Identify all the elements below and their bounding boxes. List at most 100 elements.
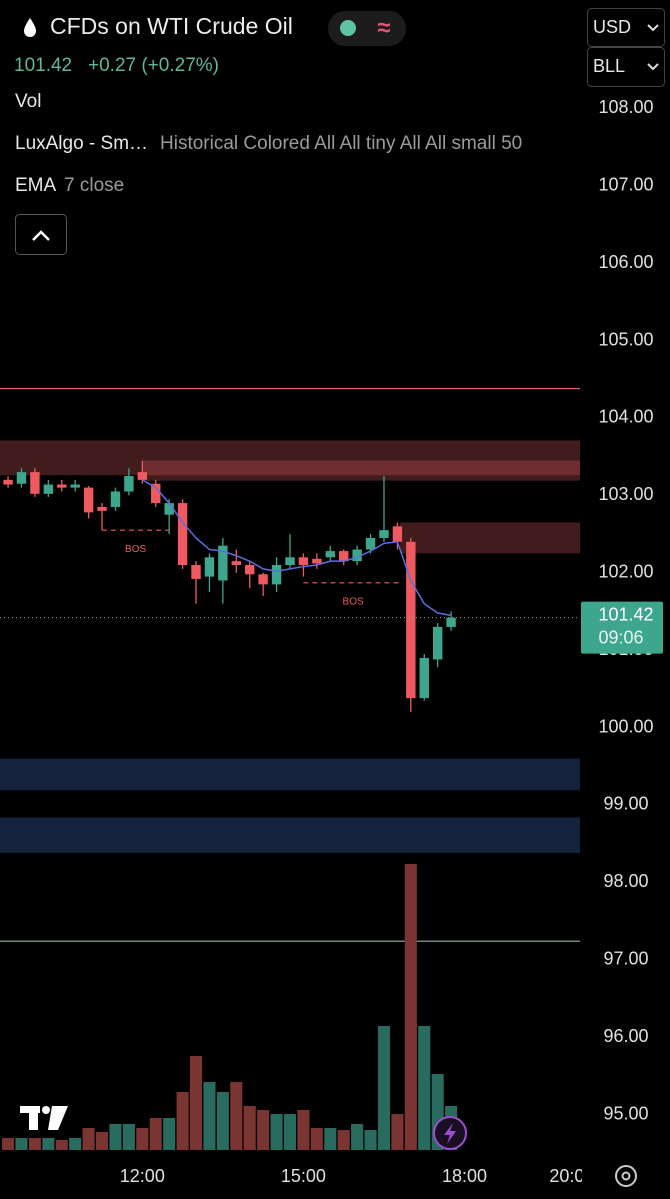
- candle-body: [110, 491, 121, 507]
- header-price: 101.42: [14, 55, 72, 76]
- candle-body: [325, 551, 335, 558]
- volume-bar: [418, 1026, 431, 1150]
- currency: USD: [593, 17, 631, 37]
- volume-bar: [122, 1124, 135, 1150]
- unit-selector[interactable]: [587, 47, 665, 87]
- y-tick-label: 102.00: [598, 562, 653, 582]
- zone: [142, 460, 580, 481]
- candle-body: [446, 617, 456, 627]
- volume-bar: [364, 1130, 377, 1150]
- candle-body: [365, 537, 376, 550]
- y-tick-label: 104.00: [598, 407, 653, 427]
- last-price-box: [581, 601, 663, 654]
- market-open-dot: [340, 20, 356, 36]
- bos-label: BOS: [125, 544, 146, 555]
- lightning-icon: [444, 1123, 456, 1144]
- symbol-title[interactable]: CFDs on WTI Crude Oil: [50, 13, 293, 39]
- candle-body: [406, 541, 416, 699]
- y-tick-label: 108.00: [598, 97, 653, 117]
- zone: [0, 817, 580, 853]
- candle-body: [191, 565, 201, 579]
- x-tick-label: 20:00: [549, 1166, 594, 1186]
- candle-body: [419, 657, 429, 699]
- volume-bar: [297, 1110, 310, 1150]
- x-tick-label: 12:00: [120, 1166, 165, 1186]
- volume-bar: [270, 1114, 283, 1150]
- volume-bar: [28, 1138, 41, 1150]
- y-tick-label: 105.00: [598, 329, 653, 349]
- volume-bar: [109, 1124, 122, 1150]
- volume-bar: [404, 864, 417, 1150]
- status-pill[interactable]: [328, 11, 406, 46]
- volume-bar: [2, 1138, 15, 1150]
- candle-body: [57, 484, 67, 488]
- y-tick-label: 95.00: [603, 1103, 648, 1123]
- candle-body: [258, 574, 268, 585]
- candle-body: [124, 476, 134, 492]
- x-axis: 12:00 15:00 18:00 20:00: [120, 1166, 594, 1186]
- candle-body: [218, 545, 228, 581]
- unit: BLL: [593, 56, 625, 76]
- countdown: 09:06: [598, 627, 643, 647]
- y-tick-label: 106.00: [598, 252, 653, 272]
- volume-bar: [337, 1130, 350, 1150]
- candle-body: [43, 484, 54, 494]
- candle-body: [352, 549, 362, 562]
- candle-body: [151, 483, 161, 504]
- candle-body: [137, 472, 148, 480]
- symbol-icon: [24, 18, 36, 37]
- currency-selector[interactable]: [587, 8, 665, 47]
- settings-button[interactable]: [615, 1165, 637, 1187]
- candle-body: [70, 484, 80, 488]
- y-tick-label: 107.00: [598, 175, 653, 195]
- tradingview-logo: [20, 1106, 68, 1130]
- y-tick-label: 103.00: [598, 484, 653, 504]
- volume-bar: [95, 1132, 109, 1150]
- x-tick-label: 18:00: [442, 1166, 487, 1186]
- volume-bar: [149, 1118, 162, 1150]
- indicator-name[interactable]: LuxAlgo - Sm…: [15, 133, 148, 154]
- y-tick-label: 99.00: [603, 794, 648, 814]
- volume-bar: [283, 1114, 297, 1150]
- y-tick-label: 96.00: [603, 1026, 648, 1046]
- volume-bar: [351, 1124, 364, 1150]
- candle-body: [392, 526, 403, 542]
- candle-body: [312, 558, 322, 564]
- candle-body: [298, 557, 309, 566]
- candle-body: [245, 565, 255, 575]
- candle-body: [231, 561, 241, 566]
- volume-bar: [216, 1092, 229, 1150]
- y-tick-label: 97.00: [603, 949, 648, 969]
- volume-bar: [243, 1106, 256, 1150]
- header-change: +0.27 (+0.27%): [88, 55, 219, 76]
- volume-bar: [42, 1138, 55, 1150]
- candle-body: [164, 503, 174, 515]
- candle-body: [379, 530, 389, 538]
- candle-body: [16, 472, 27, 484]
- volume-bar: [82, 1128, 95, 1150]
- indicator-settings: Historical Colored All All tiny All All …: [160, 133, 522, 154]
- y-tick-label: 100.00: [598, 716, 653, 736]
- volume-bar: [257, 1110, 270, 1150]
- plot-area: BOS BOS: [0, 387, 580, 1150]
- y-tick-label: 98.00: [603, 871, 648, 891]
- indicator-name[interactable]: Vol: [15, 91, 41, 112]
- candle-body: [30, 472, 40, 494]
- candle-body: [83, 487, 94, 513]
- candle-body: [97, 506, 107, 511]
- settings-icon: [621, 1171, 631, 1181]
- x-tick-label: 15:00: [281, 1166, 326, 1186]
- dropdown-icon: [647, 24, 659, 32]
- volume-bar: [136, 1128, 149, 1150]
- last-price-label: 101.42 09:06: [581, 601, 663, 654]
- volume-bar: [203, 1082, 216, 1150]
- zone: [0, 440, 580, 476]
- wave-icon: ≈: [377, 14, 390, 41]
- collapse-button[interactable]: [15, 214, 67, 255]
- zone: [400, 522, 580, 554]
- volume-bar: [69, 1138, 82, 1150]
- indicator-name[interactable]: EMA: [15, 175, 57, 196]
- candle-body: [432, 626, 443, 660]
- volume-bar: [189, 1056, 203, 1150]
- volume-bar: [391, 1114, 404, 1150]
